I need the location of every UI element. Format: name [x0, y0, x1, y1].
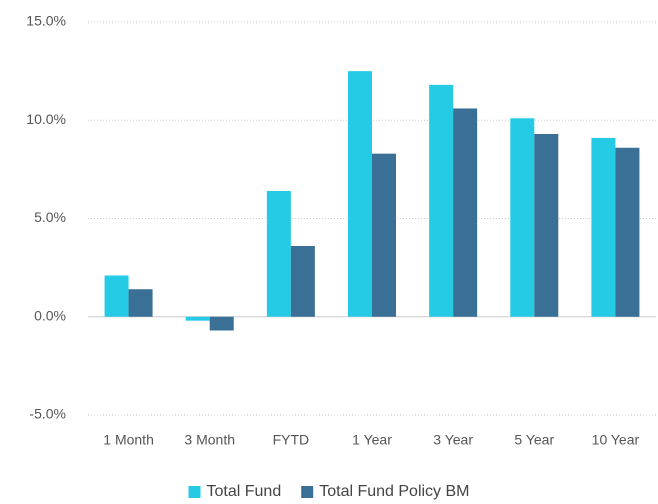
x-tick-label: FYTD [273, 432, 310, 448]
x-tick-label: 3 Month [184, 432, 235, 448]
x-tick-label: 1 Month [103, 432, 154, 448]
y-tick-label: -5.0% [29, 406, 66, 422]
x-tick-label: 1 Year [352, 432, 392, 448]
legend-label: Total Fund Policy BM [319, 483, 469, 500]
x-tick-label: 3 Year [433, 432, 473, 448]
bar [266, 190, 291, 317]
bar [591, 137, 616, 317]
y-tick-label: 15.0% [26, 13, 66, 29]
legend-swatch [188, 486, 201, 498]
bar [534, 134, 559, 317]
bar [290, 246, 315, 317]
bar [372, 153, 396, 317]
bar [185, 316, 210, 321]
bar [615, 147, 640, 317]
bar [104, 275, 129, 317]
bar [510, 118, 535, 317]
legend-swatch [301, 486, 314, 498]
bar [348, 71, 372, 317]
bar [128, 289, 153, 317]
y-tick-label: 5.0% [34, 209, 66, 225]
bar [453, 108, 478, 317]
bar [429, 84, 454, 317]
bar [209, 316, 234, 331]
legend-label: Total Fund [207, 483, 282, 500]
y-tick-label: 10.0% [26, 111, 66, 127]
x-tick-label: 10 Year [592, 432, 640, 448]
legend: Total Fund Total Fund Policy BM [188, 483, 470, 500]
y-tick-label: 0.0% [34, 307, 66, 323]
x-tick-label: 5 Year [514, 432, 554, 448]
